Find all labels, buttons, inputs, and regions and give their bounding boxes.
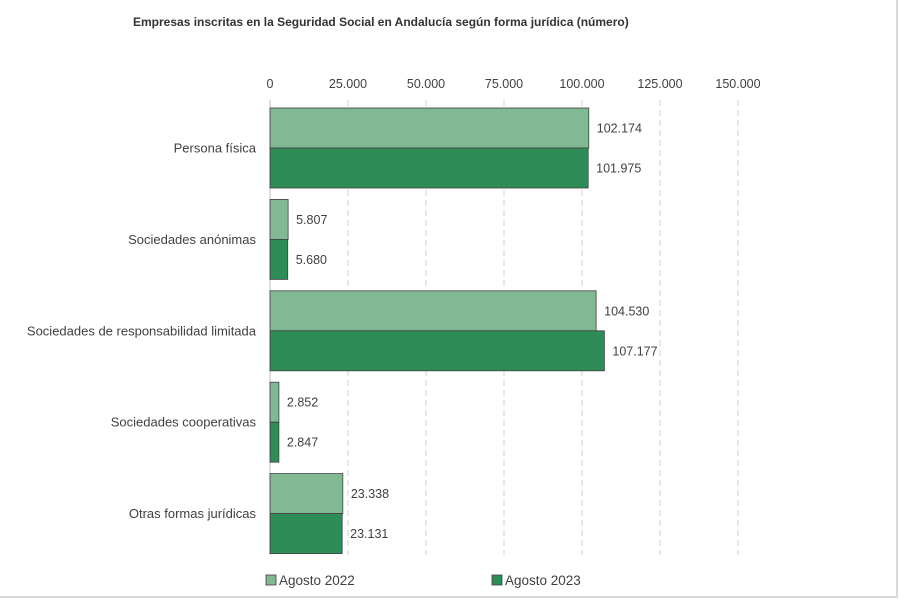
x-tick-label: 50.000	[407, 77, 445, 91]
x-tick-label: 100.000	[559, 77, 604, 91]
data-label: 23.131	[350, 527, 388, 541]
bar	[269, 198, 289, 240]
data-label: 23.338	[351, 487, 389, 501]
bar	[269, 330, 605, 372]
legend-swatch	[491, 574, 503, 586]
data-label: 104.530	[604, 304, 649, 318]
bar	[269, 107, 590, 149]
x-tick-label: 75.000	[485, 77, 523, 91]
x-tick-label: 25.000	[329, 77, 367, 91]
category-label: Sociedades de responsabilidad limitada	[27, 323, 257, 338]
data-label: 102.174	[597, 122, 642, 136]
x-tick-label: 0	[267, 77, 274, 91]
bar	[269, 513, 343, 554]
category-label: Sociedades anónimas	[128, 232, 256, 247]
bar	[269, 473, 344, 515]
data-label: 5.807	[296, 213, 327, 227]
x-tick-label: 125.000	[637, 77, 682, 91]
chart-title: Empresas inscritas en la Seguridad Socia…	[133, 15, 629, 29]
data-label: 2.852	[287, 396, 318, 410]
data-label: 107.177	[612, 344, 657, 358]
category-label: Sociedades cooperativas	[111, 415, 257, 430]
category-label: Otras formas jurídicas	[129, 506, 257, 521]
legend-label: Agosto 2023	[505, 573, 581, 588]
bar	[269, 421, 280, 463]
bar	[269, 381, 280, 423]
data-label: 101.975	[596, 162, 641, 176]
x-tick-label: 150.000	[715, 77, 760, 91]
data-label: 5.680	[296, 253, 327, 267]
data-label: 2.847	[287, 436, 318, 450]
legend-label: Agosto 2022	[279, 573, 355, 588]
category-label: Persona física	[174, 141, 257, 156]
bar	[269, 290, 597, 332]
bar	[269, 238, 289, 280]
legend-swatch	[265, 574, 277, 586]
bar	[269, 147, 589, 189]
